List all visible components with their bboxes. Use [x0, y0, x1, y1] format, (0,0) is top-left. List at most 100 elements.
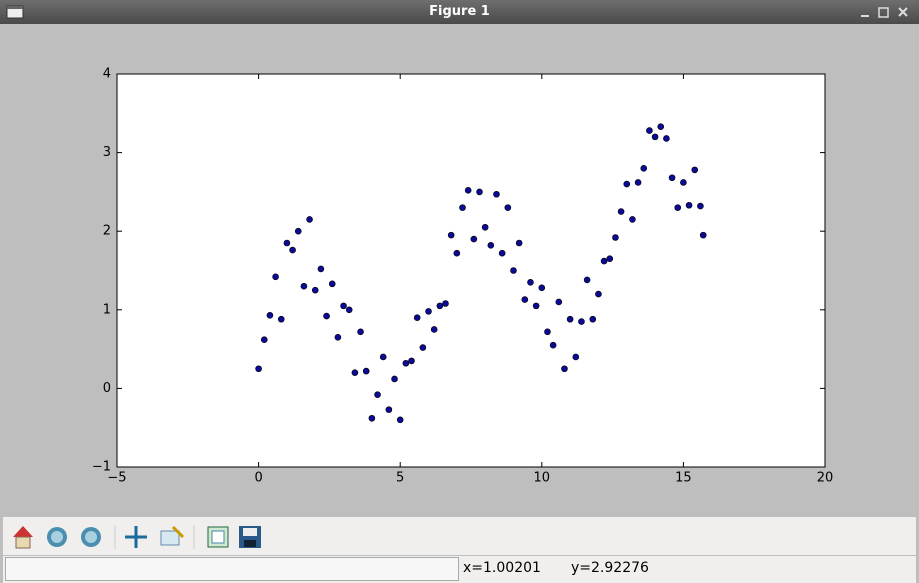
point: [323, 312, 330, 320]
point: [425, 308, 432, 315]
point: [623, 180, 631, 188]
point: [470, 235, 478, 243]
y-tick-label: 3: [103, 145, 111, 160]
point: [595, 290, 602, 298]
point: [328, 280, 336, 288]
point: [549, 341, 557, 349]
point: [436, 302, 444, 310]
point: [606, 255, 614, 263]
point: [255, 365, 262, 373]
point: [646, 127, 653, 134]
x-tick-label: −5: [107, 471, 126, 486]
window-controls[interactable]: [855, 0, 915, 24]
cursor-y: y=2.92276: [571, 560, 649, 576]
point: [510, 267, 517, 274]
pan-button[interactable]: [125, 526, 147, 548]
point: [340, 302, 347, 310]
x-tick-label: 15: [675, 471, 692, 486]
point: [504, 204, 512, 211]
y-tick-label: 2: [103, 224, 111, 239]
toolbar-icons: [13, 525, 261, 549]
point: [538, 284, 546, 292]
figure: −5 0 5 10 15 20 −1 0 1 2 3 4: [92, 67, 834, 486]
point: [572, 353, 580, 361]
point: [459, 204, 466, 211]
point: [583, 276, 591, 284]
point: [311, 286, 319, 294]
forward-button[interactable]: [81, 527, 101, 547]
x-tick-label: 0: [254, 471, 262, 486]
point: [442, 300, 449, 307]
y-tick-label: 1: [103, 302, 111, 317]
y-tick-label: 4: [103, 67, 111, 82]
point: [685, 201, 693, 209]
point: [515, 239, 523, 247]
point: [566, 315, 574, 323]
point: [544, 328, 551, 336]
x-tick-label: 5: [396, 471, 404, 486]
point: [640, 165, 648, 172]
point: [651, 133, 659, 141]
point: [300, 282, 308, 290]
title-bar: Figure 1: [0, 0, 919, 24]
point: [334, 334, 342, 341]
cursor-x: x=1.00201: [463, 560, 541, 576]
window-title: Figure 1: [429, 4, 490, 19]
point: [260, 336, 268, 343]
point: [413, 314, 421, 321]
point: [402, 359, 410, 367]
point: [629, 216, 636, 223]
status-bar: x=1.00201 y=2.92276: [3, 556, 916, 583]
point: [617, 208, 625, 215]
point: [464, 187, 472, 194]
subplots-button[interactable]: [207, 526, 229, 548]
zoom-button[interactable]: [160, 525, 185, 546]
message-field: [5, 557, 459, 581]
point: [634, 179, 642, 186]
point: [453, 249, 461, 257]
point: [532, 302, 540, 310]
point: [272, 273, 279, 281]
point: [385, 406, 393, 413]
x-tick-label: 20: [817, 471, 834, 486]
point: [612, 234, 619, 241]
point: [277, 315, 285, 323]
point: [589, 315, 597, 323]
point: [408, 357, 415, 365]
point: [447, 231, 455, 239]
point: [294, 227, 302, 235]
point: [476, 188, 483, 196]
point: [697, 202, 704, 210]
point: [317, 265, 325, 273]
x-tick-label: 10: [534, 471, 551, 486]
point: [680, 179, 687, 186]
back-button[interactable]: [47, 527, 67, 547]
point: [351, 369, 359, 376]
point: [283, 239, 291, 247]
point: [674, 204, 682, 211]
point: [306, 216, 313, 223]
point: [600, 257, 608, 265]
point: [663, 135, 670, 142]
point: [493, 190, 500, 198]
save-button[interactable]: [239, 526, 261, 548]
point: [578, 318, 585, 325]
point: [657, 123, 665, 130]
point: [362, 367, 370, 375]
point: [419, 344, 427, 351]
point: [699, 231, 707, 239]
point: [430, 326, 438, 333]
point: [691, 166, 699, 174]
point: [521, 296, 529, 303]
point: [374, 391, 381, 398]
point: [391, 375, 398, 383]
window-icon: [6, 5, 24, 19]
point: [527, 278, 534, 286]
point: [266, 312, 274, 319]
axes: [116, 73, 826, 468]
point: [668, 174, 676, 182]
point: [487, 242, 495, 249]
point: [345, 306, 353, 314]
home-button[interactable]: [13, 526, 33, 549]
